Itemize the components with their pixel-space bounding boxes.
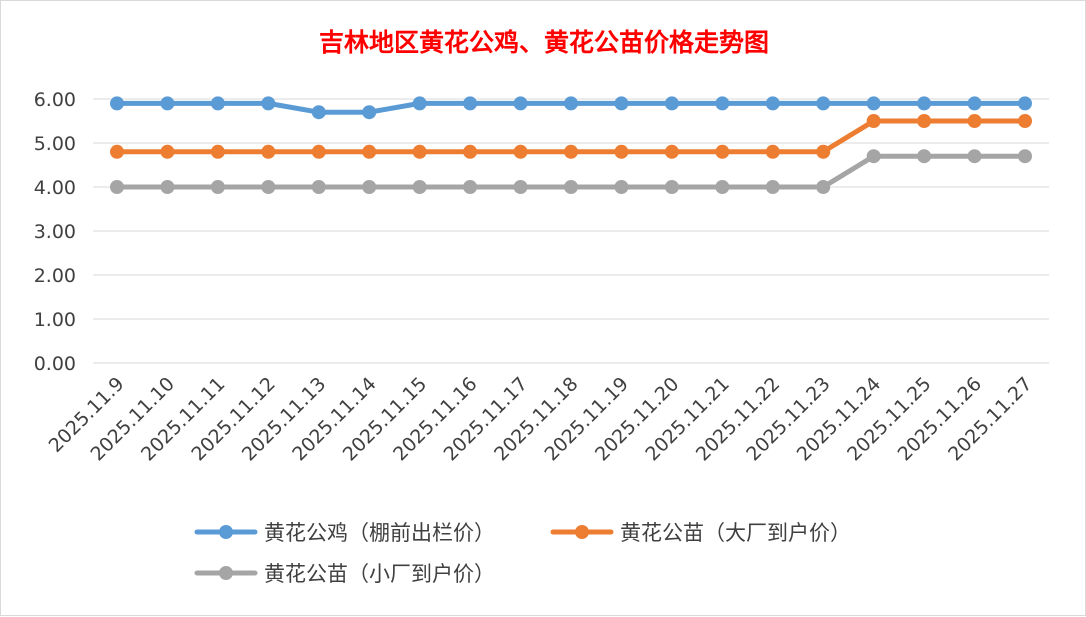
data-point <box>210 180 225 194</box>
data-point <box>513 180 528 194</box>
data-point <box>816 180 831 194</box>
data-point <box>463 180 478 194</box>
data-point <box>564 144 578 159</box>
data-point <box>362 144 377 159</box>
data-point <box>210 144 225 159</box>
series-1 <box>110 96 1032 120</box>
data-point <box>715 180 730 194</box>
data-point <box>917 96 932 111</box>
data-point <box>160 144 175 159</box>
y-tick-label: 0.00 <box>34 353 76 375</box>
data-point <box>816 144 831 159</box>
data-point <box>362 105 377 120</box>
series-3 <box>110 149 1032 194</box>
data-point <box>210 96 225 111</box>
data-point <box>362 180 377 194</box>
data-point <box>967 114 982 128</box>
data-point <box>463 96 478 111</box>
data-point <box>513 144 528 159</box>
data-point <box>261 144 276 159</box>
series-lines <box>110 96 1032 194</box>
data-point <box>412 96 427 111</box>
data-point <box>715 96 730 111</box>
data-point <box>765 144 780 159</box>
data-point <box>311 105 326 120</box>
data-point <box>614 180 629 194</box>
y-tick-label: 6.00 <box>34 89 76 111</box>
data-point <box>765 180 780 194</box>
legend-swatch-marker <box>575 525 589 539</box>
data-point <box>866 114 881 128</box>
legend-item: 黄花公苗（小厂到户价） <box>194 562 495 586</box>
data-point <box>917 114 932 128</box>
y-axis-ticks: 0.00 1.00 2.00 3.00 4.00 5.00 6.00 <box>34 89 76 375</box>
data-point <box>564 180 578 194</box>
data-point <box>1018 149 1032 164</box>
data-point <box>412 180 427 194</box>
legend-item: 黄花公苗（大厂到户价） <box>550 521 851 545</box>
data-point <box>816 96 831 111</box>
data-point <box>664 96 679 111</box>
data-point <box>1018 96 1032 111</box>
data-point <box>513 96 528 111</box>
data-point <box>463 144 478 159</box>
series-2 <box>110 114 1032 159</box>
legend-item: 黄花公鸡（棚前出栏价） <box>194 521 495 545</box>
data-point <box>967 96 982 111</box>
data-point <box>311 180 326 194</box>
data-point <box>110 96 124 111</box>
data-point <box>412 144 427 159</box>
legend-label: 黄花公苗（大厂到户价） <box>620 521 851 545</box>
legend-swatch-marker <box>219 566 233 580</box>
data-point <box>311 144 326 159</box>
data-point <box>866 149 881 164</box>
data-point <box>614 144 629 159</box>
data-point <box>967 149 982 164</box>
grid-lines <box>93 98 1049 364</box>
data-point <box>160 180 175 194</box>
legend-swatch-marker <box>219 525 233 539</box>
legend: 黄花公鸡（棚前出栏价） 黄花公苗（大厂到户价） 黄花公苗（小厂到户价） <box>194 521 851 586</box>
legend-label: 黄花公鸡（棚前出栏价） <box>264 521 495 545</box>
data-point <box>110 180 124 194</box>
y-tick-label: 1.00 <box>34 309 76 331</box>
data-point <box>564 96 578 111</box>
y-tick-label: 2.00 <box>34 265 76 287</box>
data-point <box>866 96 881 111</box>
legend-label: 黄花公苗（小厂到户价） <box>264 562 495 586</box>
y-tick-label: 5.00 <box>34 133 76 155</box>
data-point <box>664 180 679 194</box>
data-point <box>261 180 276 194</box>
data-point <box>614 96 629 111</box>
data-point <box>160 96 175 111</box>
data-point <box>765 96 780 111</box>
data-point <box>261 96 276 111</box>
y-tick-label: 3.00 <box>34 221 76 243</box>
data-point <box>715 144 730 159</box>
data-point <box>110 144 124 159</box>
data-point <box>664 144 679 159</box>
data-point <box>1018 114 1032 128</box>
x-axis-ticks: 2025.11.92025.11.102025.11.112025.11.122… <box>45 373 1037 465</box>
chart-title: 吉林地区黄花公鸡、黄花公苗价格走势图 <box>319 28 769 57</box>
data-point <box>917 149 932 164</box>
y-tick-label: 4.00 <box>34 177 76 199</box>
